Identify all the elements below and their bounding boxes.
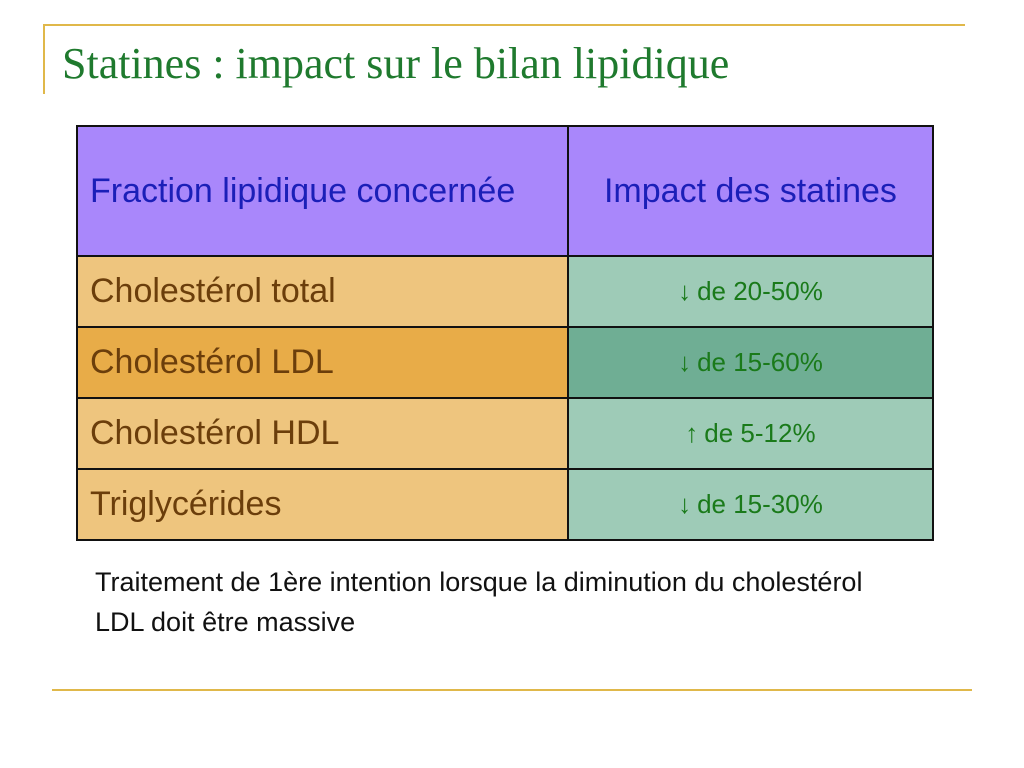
fraction-cell: Cholestérol HDL bbox=[76, 397, 569, 470]
table-row: Cholestérol HDL ↑ de 5-12% bbox=[76, 397, 935, 470]
left-divider bbox=[43, 24, 45, 94]
impact-cell: ↓ de 15-30% bbox=[566, 468, 935, 541]
fraction-cell: Cholestérol total bbox=[76, 255, 569, 328]
impact-value: de 15-30% bbox=[697, 489, 823, 519]
header-impact: Impact des statines bbox=[566, 125, 935, 257]
impact-cell: ↑ de 5-12% bbox=[566, 397, 935, 470]
arrow-down-icon: ↓ bbox=[678, 347, 692, 377]
lipid-impact-table: Fraction lipidique concernée Impact des … bbox=[76, 125, 935, 541]
bottom-divider bbox=[52, 689, 972, 691]
header-fraction: Fraction lipidique concernée bbox=[76, 125, 569, 257]
fraction-cell: Cholestérol LDL bbox=[76, 326, 569, 399]
table-row: Triglycérides ↓ de 15-30% bbox=[76, 468, 935, 541]
arrow-down-icon: ↓ bbox=[678, 489, 692, 519]
arrow-down-icon: ↓ bbox=[678, 276, 692, 306]
impact-cell: ↓ de 15-60% bbox=[566, 326, 935, 399]
impact-value: de 15-60% bbox=[697, 347, 823, 377]
fraction-cell: Triglycérides bbox=[76, 468, 569, 541]
slide-title: Statines : impact sur le bilan lipidique bbox=[62, 39, 730, 88]
table-header-row: Fraction lipidique concernée Impact des … bbox=[76, 125, 935, 257]
impact-cell: ↓ de 20-50% bbox=[566, 255, 935, 328]
table-row: Cholestérol LDL ↓ de 15-60% bbox=[76, 326, 935, 399]
impact-value: de 20-50% bbox=[697, 276, 823, 306]
top-divider bbox=[43, 24, 965, 26]
footnote-text: Traitement de 1ère intention lorsque la … bbox=[95, 567, 863, 637]
table-row: Cholestérol total ↓ de 20-50% bbox=[76, 255, 935, 328]
arrow-up-icon: ↑ bbox=[685, 418, 699, 448]
impact-value: de 5-12% bbox=[704, 418, 816, 448]
